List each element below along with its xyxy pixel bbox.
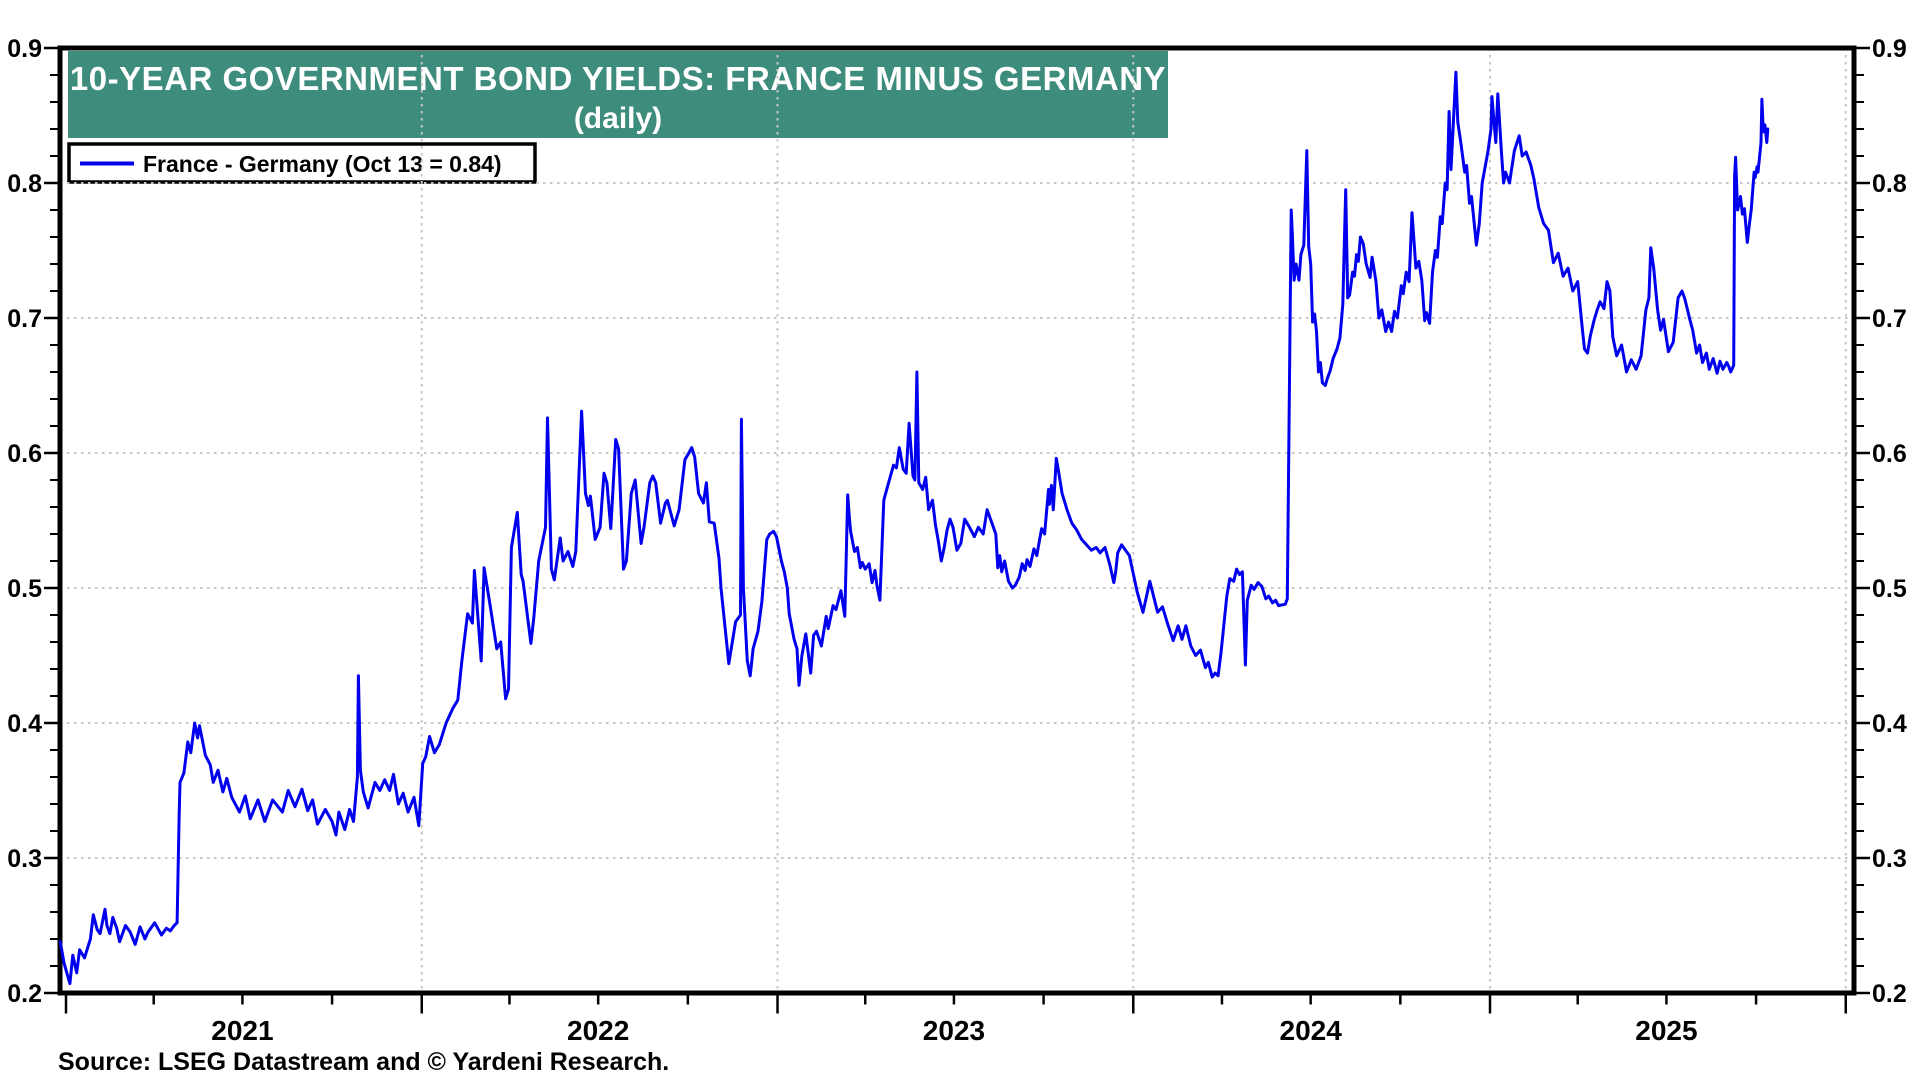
legend-label: France - Germany (Oct 13 = 0.84) [143, 151, 502, 177]
axes: 0.2 0.2 0.3 0.3 0.4 0.4 0.5 0.5 0.6 0.6 0.7 0.7 0.8 0… [7, 35, 1907, 1046]
legend-box [67, 142, 537, 184]
y-axis-label-left-0.2: 0.2 [7, 980, 42, 1008]
series-line-france-minus-germany [58, 70, 1770, 986]
x-axis-label-2024: 2024 [1280, 1015, 1343, 1046]
y-axis-label-right-0.7: 0.7 [1872, 305, 1907, 333]
y-axis-label-right-0.3: 0.3 [1872, 845, 1907, 873]
y-axis-label-left-0.4: 0.4 [7, 710, 42, 738]
y-axis-label-left-0.3: 0.3 [7, 845, 42, 873]
source-note: Source: LSEG Datastream and © Yardeni Re… [58, 1048, 669, 1076]
y-axis-label-right-0.5: 0.5 [1872, 575, 1907, 603]
gridlines [60, 48, 1854, 993]
x-axis-label-2022: 2022 [567, 1015, 629, 1046]
chart-title: 10-YEAR GOVERNMENT BOND YIELDS: FRANCE M… [70, 60, 1166, 97]
x-axis-label-2021: 2021 [211, 1015, 273, 1046]
y-axis-label-right-0.6: 0.6 [1872, 440, 1907, 468]
y-axis-label-left-0.6: 0.6 [7, 440, 42, 468]
title-banner [68, 51, 1168, 138]
plot-frame [57, 45, 1857, 996]
chart-subtitle: (daily) [574, 102, 662, 135]
y-axis-label-right-0.4: 0.4 [1872, 710, 1907, 738]
x-axis-label-2023: 2023 [923, 1015, 985, 1046]
y-axis-label-right-0.2: 0.2 [1872, 980, 1907, 1008]
y-axis-label-left-0.7: 0.7 [7, 305, 42, 333]
y-axis-label-left-0.9: 0.9 [7, 35, 42, 63]
y-axis-label-right-0.9: 0.9 [1872, 35, 1907, 63]
y-axis-label-right-0.8: 0.8 [1872, 170, 1907, 198]
x-axis-label-2025: 2025 [1635, 1015, 1697, 1046]
series-layer [58, 70, 1770, 986]
y-axis-label-left-0.5: 0.5 [7, 575, 42, 603]
y-axis-label-left-0.8: 0.8 [7, 170, 42, 198]
